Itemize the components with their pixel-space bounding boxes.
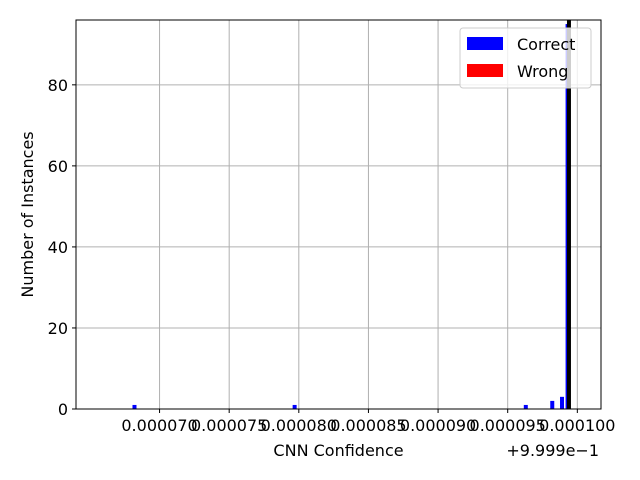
bar-correct (132, 404, 137, 409)
legend-label-correct: Correct (517, 35, 575, 54)
x-offset-text: +9.999e−1 (506, 441, 599, 460)
y-tick-label: 40 (48, 238, 68, 257)
legend-swatch-wrong (467, 64, 503, 77)
bar-correct (523, 404, 528, 409)
bar-correct (292, 404, 297, 409)
legend: Correct Wrong (459, 27, 592, 89)
x-tick-label: 0.000100 (539, 416, 615, 435)
bar-correct (550, 400, 555, 409)
x-tick-label: 0.000090 (400, 416, 476, 435)
ticks: 0.0000700.0000750.0000800.0000850.000090… (48, 76, 616, 435)
x-tick-label: 0.000070 (121, 416, 197, 435)
y-axis-label: Number of Instances (18, 131, 37, 297)
y-tick-label: 20 (48, 319, 68, 338)
x-tick-label: 0.000080 (261, 416, 337, 435)
legend-swatch-correct (467, 37, 503, 50)
bar-correct (560, 396, 565, 409)
x-axis-label: CNN Confidence (273, 441, 403, 460)
y-tick-label: 0 (58, 400, 68, 419)
y-tick-label: 80 (48, 76, 68, 95)
legend-label-wrong: Wrong (517, 62, 568, 81)
x-tick-label: 0.000095 (470, 416, 546, 435)
x-tick-label: 0.000085 (330, 416, 406, 435)
x-tick-label: 0.000075 (191, 416, 267, 435)
plot-frame (75, 19, 602, 410)
y-tick-label: 60 (48, 157, 68, 176)
